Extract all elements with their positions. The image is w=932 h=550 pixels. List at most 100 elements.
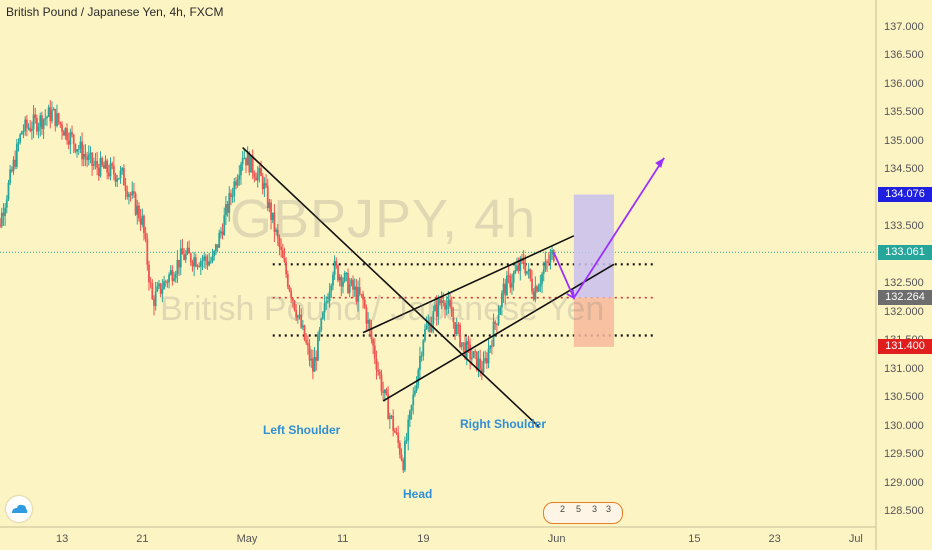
candle-body-301 (494, 321, 497, 324)
candle-body-143 (230, 193, 232, 198)
candle-body-116 (184, 253, 187, 260)
candle-body-23 (29, 127, 32, 131)
candle-body-299 (490, 345, 493, 347)
tradingview-logo[interactable] (6, 496, 32, 522)
candle-body-288 (472, 351, 475, 358)
candle-body-195 (317, 334, 319, 361)
candle-body-189 (306, 342, 309, 346)
candle-body-87 (136, 205, 139, 215)
candle-body-32 (44, 118, 47, 120)
candle-body-130 (208, 261, 211, 266)
candle-body-215 (350, 279, 353, 285)
candle-body-36 (51, 110, 53, 122)
symbol-watermark: GBPJPY, 4h (230, 189, 537, 249)
candlestick-series (0, 100, 555, 473)
candle-body-15 (15, 143, 18, 167)
head-label: Head (403, 487, 433, 501)
candle-body-281 (460, 342, 463, 347)
candle-body-326 (536, 286, 538, 292)
candle-body-161 (260, 168, 262, 177)
current-price-label: 133.061 (878, 245, 932, 260)
candle-body-148 (238, 175, 241, 180)
candle-body-323 (531, 278, 533, 292)
candle-body-213 (347, 272, 349, 293)
y-tick-0: 137.000 (884, 21, 924, 33)
y-tick-12: 131.000 (884, 362, 924, 375)
y-tick-16: 129.000 (884, 476, 924, 489)
candle-body-336 (552, 250, 555, 261)
candle-body-77 (119, 170, 122, 179)
trendline-drawings (242, 146, 665, 428)
candle-body-102 (161, 289, 164, 294)
candle-body-334 (549, 254, 552, 263)
candle-body-256 (419, 356, 421, 370)
candle-body-41 (59, 122, 62, 125)
candle-body-14 (14, 159, 17, 167)
candle-body-112 (178, 259, 180, 268)
candle-body-190 (308, 345, 311, 361)
candle-body-141 (226, 204, 229, 213)
candle-body-91 (143, 215, 145, 234)
candle-body-303 (497, 314, 500, 325)
candle-body-89 (139, 218, 142, 225)
candle-body-222 (362, 294, 364, 300)
candle-body-248 (405, 440, 408, 442)
candle-body-157 (253, 172, 256, 178)
candle-body-20 (24, 119, 27, 132)
candle-body-221 (360, 293, 363, 295)
candle-body-277 (454, 322, 456, 335)
candle-body-325 (534, 286, 537, 300)
candle-body-164 (265, 183, 267, 186)
candle-body-29 (39, 115, 42, 127)
candle-body-75 (116, 179, 119, 182)
channel-lower-line (382, 263, 615, 402)
candle-body-219 (357, 287, 359, 302)
candle-body-201 (327, 300, 329, 302)
candle-body-31 (42, 119, 45, 129)
candle-body-50 (74, 143, 77, 152)
candle-body-92 (144, 233, 147, 239)
candle-body-276 (452, 316, 455, 323)
y-tick-13: 130.500 (884, 391, 924, 404)
candle-body-242 (395, 432, 398, 434)
candle-body-203 (330, 285, 333, 292)
candle-body-316 (519, 258, 522, 271)
candle-body-261 (427, 322, 430, 326)
candle-body-212 (345, 272, 348, 274)
candle-body-192 (311, 358, 314, 372)
candle-body-332 (546, 261, 548, 263)
candle-body-60 (91, 152, 94, 166)
x-tick-8: Jul (848, 533, 863, 545)
candle-body-142 (228, 193, 231, 213)
candle-body-58 (87, 154, 90, 160)
candle-body-294 (482, 361, 485, 373)
y-tick-1: 136.500 (884, 49, 924, 62)
candle-body-9 (5, 199, 8, 208)
candle-body-123 (196, 265, 199, 267)
economic-events-badge[interactable]: 2 5 3 3 (543, 502, 623, 524)
candle-body-90 (141, 215, 144, 225)
candle-body-302 (495, 323, 498, 325)
candle-body-167 (270, 202, 272, 220)
candle-body-279 (457, 324, 460, 326)
stop-zone (573, 297, 614, 347)
candle-body-113 (179, 248, 182, 268)
candle-body-160 (258, 168, 261, 174)
candle-body-176 (285, 261, 288, 275)
candle-body-162 (261, 176, 264, 190)
stop-price-label: 131.400 (878, 339, 932, 354)
candle-body-169 (273, 212, 276, 232)
candle-body-66 (101, 158, 104, 165)
candle-body-121 (193, 257, 196, 267)
candle-body-257 (420, 355, 423, 357)
candle-body-237 (387, 394, 390, 420)
candle-body-228 (372, 339, 375, 346)
candle-body-308 (506, 275, 508, 296)
candle-body-250 (409, 410, 411, 420)
candle-body-290 (475, 351, 478, 370)
x-tick-2: May (236, 533, 258, 545)
candle-body-199 (323, 302, 326, 313)
candle-body-207 (337, 265, 339, 281)
candle-body-135 (216, 244, 219, 248)
